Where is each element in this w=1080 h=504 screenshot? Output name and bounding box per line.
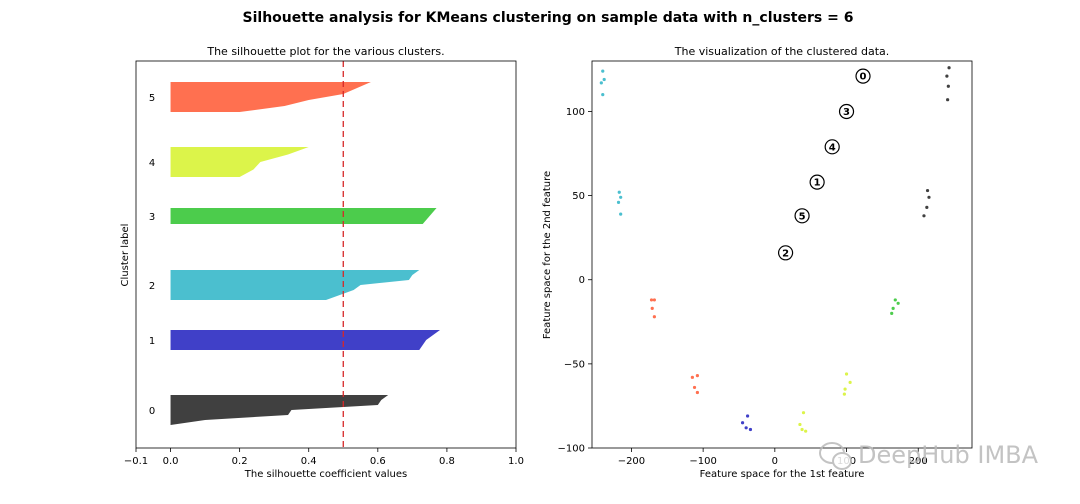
scatter-y-tick-label: 0 bbox=[579, 275, 585, 286]
scatter-point bbox=[619, 195, 623, 199]
scatter-point bbox=[922, 214, 926, 218]
scatter-point bbox=[925, 205, 929, 209]
scatter-frame bbox=[591, 60, 973, 449]
wechat-icon bbox=[819, 442, 852, 470]
scatter-point bbox=[599, 81, 603, 85]
scatter-point bbox=[946, 84, 950, 88]
cluster-label-1: 1 bbox=[149, 336, 155, 347]
watermark: DeepHub IMBA bbox=[819, 441, 1039, 470]
scatter-point bbox=[744, 426, 748, 430]
silhouette-band-0 bbox=[170, 395, 389, 425]
scatter-point bbox=[947, 66, 951, 70]
cluster-centre-marker bbox=[777, 245, 794, 261]
scatter-point bbox=[650, 306, 654, 310]
scatter-title: The visualization of the clustered data. bbox=[674, 45, 890, 58]
scatter-point bbox=[690, 375, 694, 379]
scatter-point bbox=[602, 77, 606, 82]
scatter-plot-area: 0 3 4 1 5 2 bbox=[599, 66, 951, 433]
scatter-point bbox=[893, 298, 897, 302]
silhouette-y-label: Cluster label bbox=[120, 224, 131, 287]
scatter-point bbox=[848, 380, 852, 384]
silhouette-band-2 bbox=[170, 270, 420, 300]
silhouette-x-tick-label: 0.8 bbox=[439, 456, 455, 467]
scatter-point bbox=[946, 98, 950, 102]
silhouette-x-tick-label: 0.4 bbox=[301, 456, 317, 467]
scatter-y-tick-label: −50 bbox=[564, 359, 585, 370]
scatter-point bbox=[891, 306, 895, 310]
scatter-point bbox=[601, 69, 605, 73]
scatter-point bbox=[652, 298, 656, 302]
scatter-point bbox=[617, 190, 621, 194]
silhouette-frame bbox=[135, 60, 517, 449]
silhouette-band-3 bbox=[170, 208, 437, 224]
silhouette-x-tick-label: 1.0 bbox=[508, 456, 524, 467]
scatter-point bbox=[804, 429, 808, 433]
scatter-point bbox=[619, 212, 623, 216]
cluster-centre-label-0: 0 bbox=[860, 72, 867, 83]
figure-suptitle: Silhouette analysis for KMeans clusterin… bbox=[243, 10, 854, 26]
silhouette-x-tick-label: 0.2 bbox=[232, 456, 248, 467]
scatter-point bbox=[842, 392, 846, 396]
scatter-point bbox=[890, 311, 894, 315]
watermark-text: DeepHub IMBA bbox=[858, 441, 1039, 469]
scatter-y-tick-label: 50 bbox=[572, 191, 585, 202]
cluster-label-4: 4 bbox=[149, 158, 155, 169]
scatter-point bbox=[616, 200, 621, 204]
scatter-x-tick-label: 200 bbox=[909, 456, 928, 467]
scatter-x-tick-label: −100 bbox=[689, 456, 716, 467]
cluster-centre-marker bbox=[794, 208, 810, 224]
scatter-y-label: Feature space for the 2nd feature bbox=[542, 171, 553, 339]
scatter-point bbox=[695, 374, 699, 378]
scatter-point bbox=[692, 385, 697, 390]
scatter-y-ticks: −100 −50 0 50 100 bbox=[558, 107, 592, 455]
scatter-point bbox=[601, 93, 605, 97]
silhouette-x-label: The silhouette coefficient values bbox=[244, 469, 408, 480]
scatter-point bbox=[801, 411, 806, 415]
scatter-y-tick-label: 100 bbox=[566, 107, 585, 118]
scatter-point bbox=[843, 387, 847, 391]
silhouette-band-1 bbox=[170, 330, 440, 350]
scatter-point bbox=[748, 427, 753, 432]
silhouette-band-4 bbox=[170, 147, 309, 177]
scatter-point bbox=[925, 188, 930, 193]
cluster-centre-label-1: 1 bbox=[814, 178, 821, 189]
silhouette-title: The silhouette plot for the various clus… bbox=[206, 45, 444, 58]
scatter-point bbox=[927, 195, 931, 199]
scatter-point bbox=[844, 372, 849, 376]
silhouette-x-tick-label: 0.6 bbox=[370, 456, 386, 467]
silhouette-axes: The silhouette plot for the various clus… bbox=[120, 45, 524, 480]
scatter-point bbox=[800, 427, 804, 432]
scatter-axes: The visualization of the clustered data.… bbox=[542, 45, 973, 480]
silhouette-x-ticks: −0.1 0.0 0.2 0.4 0.6 0.8 1.0 bbox=[124, 448, 524, 467]
cluster-label-2: 2 bbox=[149, 281, 155, 292]
scatter-point bbox=[740, 421, 745, 425]
scatter-point bbox=[745, 414, 750, 418]
scatter-point bbox=[896, 301, 900, 305]
scatter-point bbox=[649, 298, 654, 302]
cluster-centre-label-2: 2 bbox=[782, 248, 789, 259]
scatter-y-tick-label: −100 bbox=[558, 444, 585, 455]
cluster-centre-marker bbox=[855, 68, 871, 84]
scatter-x-label: Feature space for the 1st feature bbox=[700, 469, 865, 480]
cluster-label-0: 0 bbox=[149, 406, 155, 417]
scatter-point bbox=[945, 74, 949, 78]
scatter-x-tick-label: −200 bbox=[618, 456, 645, 467]
cluster-centre-marker bbox=[809, 174, 825, 190]
cluster-label-5: 5 bbox=[149, 93, 155, 104]
silhouette-x-tick-label: 0.0 bbox=[163, 456, 179, 467]
silhouette-plot-area: 0 1 2 3 4 5 bbox=[149, 61, 440, 448]
cluster-centre-label-4: 4 bbox=[829, 142, 836, 153]
silhouette-x-tick-label: −0.1 bbox=[124, 456, 148, 467]
cluster-centre-label-3: 3 bbox=[843, 107, 850, 118]
cluster-centre-marker bbox=[824, 139, 840, 155]
cluster-label-3: 3 bbox=[149, 212, 155, 223]
scatter-point bbox=[798, 422, 802, 427]
scatter-point bbox=[652, 315, 656, 319]
cluster-centre-marker bbox=[838, 103, 855, 120]
cluster-centre-label-5: 5 bbox=[799, 211, 806, 222]
scatter-point bbox=[695, 390, 699, 395]
scatter-x-tick-label: 0 bbox=[772, 456, 778, 467]
silhouette-band-5 bbox=[170, 82, 371, 112]
